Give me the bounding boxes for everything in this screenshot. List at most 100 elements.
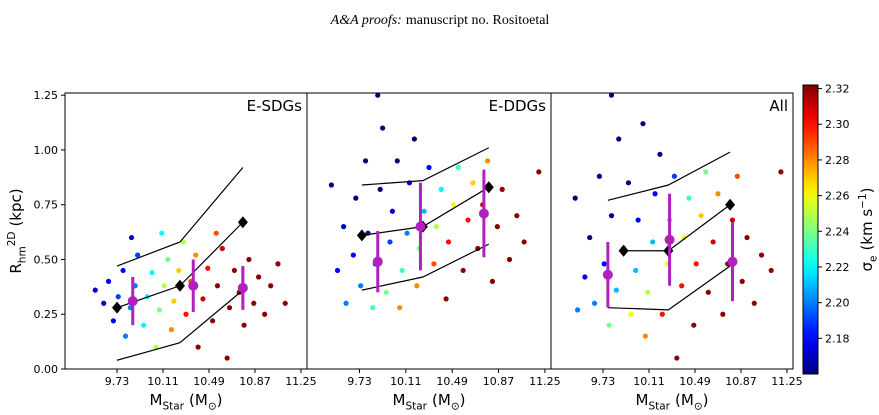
scatter-point <box>433 224 439 230</box>
scatter-point <box>734 173 740 179</box>
x-tick-label: 11.25 <box>771 375 803 388</box>
label-part: M <box>150 391 163 409</box>
scatter-point <box>596 173 603 179</box>
label-part: (M <box>432 391 451 409</box>
scatter-point <box>659 311 665 317</box>
scatter-point <box>246 256 252 263</box>
scatter-point <box>608 213 615 219</box>
scatter-point <box>426 164 432 171</box>
y-tick-label: 1.00 <box>34 144 59 157</box>
scatter-point <box>128 234 135 241</box>
colorbar-label: σe (km s−1) <box>857 187 879 271</box>
scatter-point <box>729 217 736 223</box>
page-header: A&A proofs: manuscript no. Rositoetal <box>330 13 550 28</box>
scatter-point <box>445 239 452 245</box>
colorbar-tick-label: 2.30 <box>825 118 850 131</box>
lower-line <box>607 265 731 311</box>
scatter-point <box>606 322 612 328</box>
scatter-point <box>484 158 491 164</box>
scatter-point <box>224 355 230 361</box>
label-part: R <box>7 263 25 273</box>
label-part: ) <box>460 391 466 409</box>
scatter-point <box>681 234 687 241</box>
scatter-point <box>141 322 147 328</box>
x-tick-label: 11.25 <box>529 375 561 388</box>
y-axis-label: Rhm2D (kpc) <box>6 188 29 273</box>
binned-point <box>415 221 426 232</box>
scatter-point <box>601 261 607 267</box>
binned-point <box>478 208 489 219</box>
scatter-point <box>193 252 199 258</box>
scatter-point <box>686 195 692 201</box>
label-part: ) <box>217 391 223 409</box>
label-part: (M <box>675 391 694 409</box>
scatter-point <box>625 180 632 186</box>
scatter-point <box>536 169 542 175</box>
scatter-point <box>455 164 461 171</box>
scatter-point <box>645 289 651 295</box>
label-part: ⊙ <box>694 401 703 413</box>
scatter-point <box>156 307 162 313</box>
scatter-point <box>751 300 757 306</box>
label-part: −1 <box>857 193 869 208</box>
scatter-point <box>591 300 598 306</box>
scatter-point <box>92 287 98 293</box>
median-marker <box>237 216 248 229</box>
scatter-point <box>358 283 364 289</box>
scatter-point <box>200 296 206 302</box>
scatter-point <box>334 267 341 274</box>
scatter-point <box>703 169 709 175</box>
scatter-point <box>153 344 159 350</box>
median-marker <box>112 301 123 314</box>
scatter-point <box>205 265 211 271</box>
plot-area <box>92 167 288 361</box>
scatter-point <box>506 256 513 263</box>
scatter-point <box>387 239 393 245</box>
scatter-point <box>635 217 641 223</box>
plot-area <box>572 93 784 361</box>
x-axis-label: MStar (M⊙) <box>150 391 223 413</box>
lower-line <box>361 243 490 291</box>
scatter-point <box>214 283 221 289</box>
scatter-point <box>377 186 383 192</box>
manuscript: manuscript no. Rositoetal <box>406 13 550 28</box>
scatter-point <box>587 234 593 241</box>
x-tick-label: 10.87 <box>239 375 271 388</box>
median-marker <box>174 279 185 292</box>
scatter-point <box>195 344 201 350</box>
x-tick-label: 10.11 <box>633 375 665 388</box>
scatter-point <box>251 300 257 306</box>
scatter-point <box>443 296 449 302</box>
label-part: ⊙ <box>451 401 460 413</box>
median-marker <box>618 244 629 257</box>
label-part: ⊙ <box>208 401 217 413</box>
label-part: (kpc) <box>7 188 25 226</box>
scatter-point <box>341 224 347 230</box>
scatter-point <box>105 278 112 284</box>
y-tick-label: 0.50 <box>34 253 59 266</box>
median-marker <box>483 181 494 194</box>
scatter-point <box>149 270 155 276</box>
scatter-point <box>460 267 466 274</box>
scatter-point <box>328 182 334 188</box>
scatter-point <box>353 195 359 201</box>
x-tick-label: 10.87 <box>483 375 515 388</box>
scatter-point <box>613 287 619 293</box>
label-part: M <box>393 391 406 409</box>
scatter-point <box>499 186 505 192</box>
scatter-point <box>768 267 774 274</box>
scatter-point <box>758 252 765 258</box>
scatter-point <box>120 267 126 274</box>
scatter-point <box>616 136 622 142</box>
label-part: hm <box>17 246 29 263</box>
label-part: ) <box>858 187 876 193</box>
scatter-point <box>268 283 274 289</box>
scatter-point <box>698 213 704 219</box>
scatter-point <box>693 261 699 267</box>
scatter-point <box>739 278 745 284</box>
y-tick-label: 1.25 <box>34 89 59 102</box>
journal: A&A proofs: <box>330 13 402 28</box>
binned-point <box>727 256 738 267</box>
scatter-point <box>652 191 658 197</box>
